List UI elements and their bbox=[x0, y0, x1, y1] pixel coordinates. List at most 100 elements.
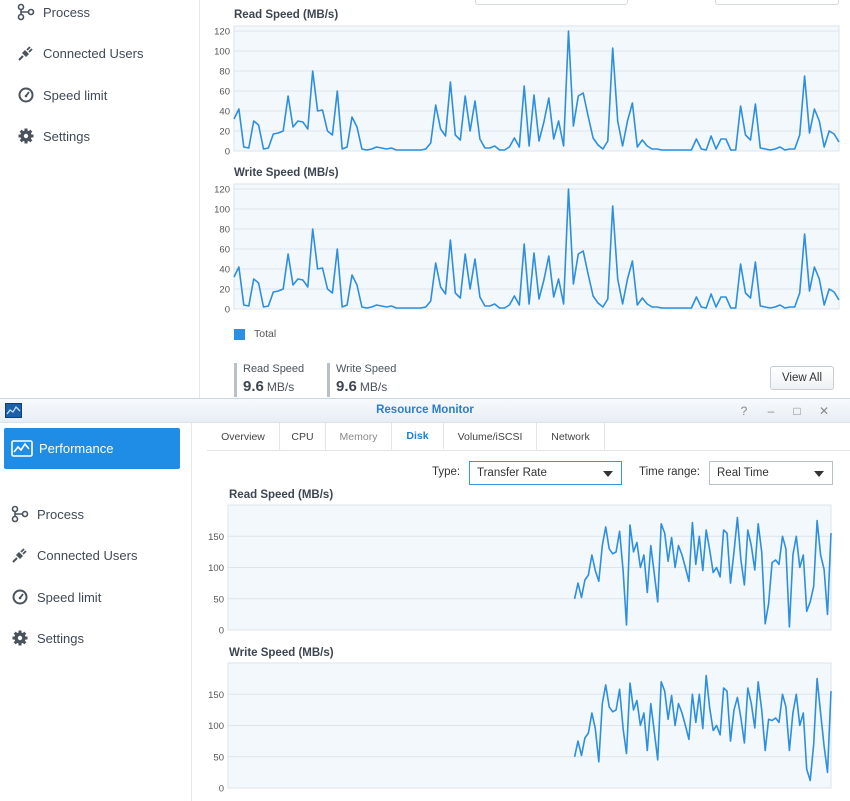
chevron-down-icon bbox=[814, 471, 824, 477]
y-tick-label: 50 bbox=[213, 752, 224, 763]
minimize-button[interactable]: – bbox=[767, 404, 775, 418]
sidebar-item-label: Process bbox=[37, 506, 84, 522]
y-tick-label: 20 bbox=[219, 285, 230, 296]
read-speed-unit: MB/s bbox=[266, 380, 295, 394]
series-line bbox=[573, 674, 832, 782]
chart-legend: Total bbox=[234, 328, 276, 340]
y-tick-label: 100 bbox=[214, 47, 230, 58]
y-tick-label: 80 bbox=[219, 225, 230, 236]
tab-network[interactable]: Network bbox=[537, 423, 605, 450]
bg-write-speed-chart: 0 20 40 60 80 100 120 bbox=[214, 183, 840, 316]
legend-label: Total bbox=[254, 328, 277, 340]
sidebar: Performance Process Connected Users Spee… bbox=[0, 423, 192, 801]
close-button[interactable]: ✕ bbox=[818, 404, 830, 418]
bg-sidebar-item-label: Process bbox=[43, 4, 90, 20]
y-tick-label: 100 bbox=[208, 721, 224, 732]
sidebar-item-connected-users[interactable]: Connected Users bbox=[11, 535, 137, 575]
y-tick-label: 20 bbox=[219, 127, 230, 138]
fg-read-chart-title: Read Speed (MB/s) bbox=[229, 489, 334, 501]
type-label: Type: bbox=[432, 466, 461, 478]
connected-users-icon bbox=[18, 46, 33, 61]
y-tick-label: 0 bbox=[225, 305, 230, 316]
tab-overview[interactable]: Overview bbox=[207, 423, 280, 450]
gear-icon bbox=[18, 128, 34, 144]
connected-users-icon bbox=[12, 548, 27, 563]
time-range-label: Time range: bbox=[639, 466, 700, 478]
read-speed-stat-value: 9.6 MB/s bbox=[243, 378, 304, 395]
speed-limit-icon bbox=[18, 87, 34, 103]
bg-sidebar-item-label: Speed limit bbox=[43, 87, 108, 103]
write-speed-stat-value: 9.6 MB/s bbox=[336, 378, 396, 395]
y-tick-label: 0 bbox=[219, 626, 224, 637]
series-line bbox=[233, 188, 840, 309]
sidebar-item-label: Speed limit bbox=[37, 589, 102, 605]
y-tick-label: 60 bbox=[219, 245, 230, 256]
speed-limit-icon bbox=[12, 589, 28, 605]
type-select-value: Transfer Rate bbox=[477, 467, 547, 479]
sidebar-item-label: Performance bbox=[39, 441, 114, 456]
y-tick-label: 120 bbox=[214, 27, 230, 38]
window-title: Resource Monitor bbox=[376, 404, 474, 416]
y-tick-label: 0 bbox=[225, 147, 230, 158]
y-tick-label: 100 bbox=[208, 563, 224, 574]
bg-sidebar-item-process[interactable]: Process bbox=[17, 0, 90, 32]
sidebar-item-label: Settings bbox=[37, 630, 84, 646]
series-line bbox=[233, 30, 840, 151]
chevron-down-icon bbox=[603, 471, 613, 477]
gear-icon bbox=[12, 630, 28, 646]
resource-monitor-app-icon bbox=[5, 403, 22, 418]
write-speed-stat-label: Write Speed bbox=[336, 363, 397, 375]
help-button[interactable]: ? bbox=[740, 404, 748, 418]
bg-type-select[interactable] bbox=[475, 0, 628, 5]
series-line bbox=[573, 516, 832, 628]
sidebar-item-speed-limit[interactable]: Speed limit bbox=[11, 577, 101, 617]
view-all-button[interactable]: View All bbox=[770, 366, 834, 390]
y-tick-label: 100 bbox=[214, 205, 230, 216]
bg-sidebar-item-label: Settings bbox=[43, 128, 90, 144]
read-speed-stat: Read Speed 9.6 MB/s bbox=[234, 363, 304, 397]
performance-icon bbox=[11, 439, 33, 457]
tab-bar: Overview CPU Memory Disk Volume/iSCSI Ne… bbox=[207, 423, 850, 451]
bg-sidebar-item-settings[interactable]: Settings bbox=[17, 116, 90, 156]
read-speed-chart: 0 50 100 150 bbox=[208, 504, 832, 637]
plot-area bbox=[233, 183, 840, 310]
y-tick-label: 60 bbox=[219, 87, 230, 98]
sidebar-item-settings[interactable]: Settings bbox=[11, 618, 84, 658]
fg-write-chart-title: Write Speed (MB/s) bbox=[229, 647, 334, 659]
bg-sidebar-item-label: Connected Users bbox=[43, 45, 144, 61]
tab-disk[interactable]: Disk bbox=[392, 423, 444, 450]
plot-area bbox=[233, 25, 840, 152]
sidebar-item-process[interactable]: Process bbox=[11, 494, 84, 534]
bg-time-range-select[interactable] bbox=[715, 0, 839, 5]
background-window: Process Connected Users Speed limit Sett… bbox=[0, 0, 850, 398]
tab-volume-iscsi[interactable]: Volume/iSCSI bbox=[444, 423, 537, 450]
write-speed-stat: Write Speed 9.6 MB/s bbox=[327, 363, 396, 397]
sidebar-item-label: Connected Users bbox=[37, 547, 138, 563]
write-speed-unit: MB/s bbox=[359, 380, 388, 394]
write-speed-chart: 0 50 100 150 bbox=[208, 662, 832, 795]
bg-sidebar-item-connected-users[interactable]: Connected Users bbox=[17, 33, 143, 73]
write-speed-number: 9.6 bbox=[336, 378, 357, 395]
y-tick-label: 50 bbox=[213, 594, 224, 605]
y-tick-label: 150 bbox=[208, 532, 224, 543]
tab-memory[interactable]: Memory bbox=[326, 423, 392, 450]
tab-cpu[interactable]: CPU bbox=[280, 423, 326, 450]
time-range-select-value: Real Time bbox=[717, 467, 769, 479]
legend-swatch bbox=[234, 328, 245, 340]
resource-monitor-window: Resource Monitor ? – □ ✕ Performance Pro… bbox=[0, 398, 850, 801]
bg-read-chart-title: Read Speed (MB/s) bbox=[234, 9, 339, 21]
read-speed-number: 9.6 bbox=[243, 378, 264, 395]
title-bar[interactable]: Resource Monitor ? – □ ✕ bbox=[0, 399, 850, 423]
read-speed-stat-label: Read Speed bbox=[243, 363, 305, 375]
y-tick-label: 120 bbox=[214, 185, 230, 196]
bg-sidebar-item-speed-limit[interactable]: Speed limit bbox=[17, 75, 107, 115]
bg-read-speed-chart: 0 20 40 60 80 100 120 bbox=[214, 25, 840, 158]
bg-write-chart-title: Write Speed (MB/s) bbox=[234, 167, 339, 179]
sidebar-item-performance[interactable]: Performance bbox=[4, 428, 180, 469]
bg-sidebar: Process Connected Users Speed limit Sett… bbox=[0, 0, 200, 398]
y-tick-label: 80 bbox=[219, 67, 230, 78]
type-select[interactable]: Transfer Rate bbox=[469, 461, 622, 485]
time-range-select[interactable]: Real Time bbox=[709, 461, 833, 485]
maximize-button[interactable]: □ bbox=[793, 404, 801, 418]
process-icon bbox=[17, 3, 35, 21]
